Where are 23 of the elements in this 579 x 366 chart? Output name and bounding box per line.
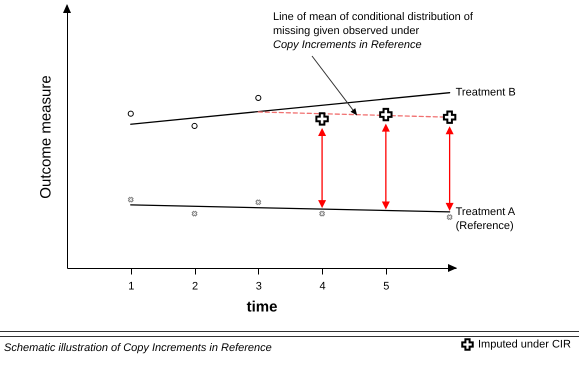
x-axis-title: time xyxy=(246,298,278,316)
legend-label: Imputed under CIR xyxy=(478,338,571,350)
point xyxy=(315,112,329,126)
annotation: Line of mean of conditional distribution of missing given observed under Copy Increments in Reference xyxy=(273,11,474,51)
point xyxy=(446,214,452,220)
point xyxy=(442,110,456,124)
point xyxy=(319,210,325,216)
point xyxy=(191,122,198,130)
series-label: Treatment B xyxy=(456,86,516,99)
x-tick-label: 4 xyxy=(320,280,326,292)
x-tick-label: 5 xyxy=(383,280,390,292)
y-axis-title: Outcome measure xyxy=(38,75,54,199)
point xyxy=(255,199,262,206)
point xyxy=(192,210,198,216)
x-tick-label: 1 xyxy=(128,280,134,292)
point xyxy=(128,196,134,202)
text: Schematic illustration of Copy Increments in Reference xyxy=(4,342,272,354)
x-tick-label: 3 xyxy=(256,280,262,292)
point xyxy=(379,108,393,122)
point xyxy=(128,110,134,117)
series-label: Treatment A (Reference) xyxy=(456,206,516,232)
x-tick-label: 2 xyxy=(192,280,198,292)
point xyxy=(255,94,262,101)
